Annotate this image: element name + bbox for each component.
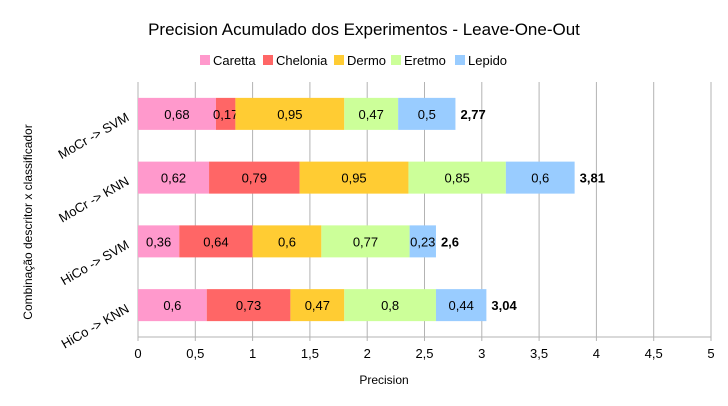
data-label: 0,5: [418, 107, 436, 122]
x-tick-label: 4: [593, 346, 600, 361]
total-label: 3,04: [491, 298, 517, 313]
bar-segment-lepido: [398, 97, 456, 130]
data-label: 0,6: [278, 234, 296, 249]
bar-segment-dermo: [290, 289, 345, 322]
legend-label: Dermo: [347, 53, 386, 68]
total-label: 3,81: [580, 171, 605, 186]
legend-label: Chelonia: [276, 53, 328, 68]
data-label: 0,6: [163, 298, 181, 313]
x-tick-label: 3,5: [530, 346, 548, 361]
y-category-label: HiCo -> SVM: [58, 237, 132, 288]
total-label: 2,6: [441, 234, 459, 249]
data-label: 0,79: [242, 171, 267, 186]
x-tick-label: 0: [134, 346, 141, 361]
bar-segment-lepido: [409, 225, 436, 258]
x-tick-label: 1: [249, 346, 256, 361]
bar-segment-lepido: [435, 289, 487, 322]
x-tick-label: 4,5: [645, 346, 663, 361]
bar-segment-chelonia: [206, 289, 291, 322]
legend-swatch-caretta: [200, 55, 210, 65]
legend-label: Eretmo: [404, 53, 446, 68]
y-category-label: MoCr -> KNN: [56, 173, 131, 225]
bar-segment-caretta: [138, 97, 216, 130]
data-label: 0,85: [445, 171, 470, 186]
legend-swatch-chelonia: [263, 55, 273, 65]
y-axis-title: Combinação descritor x classificador: [21, 124, 35, 319]
data-label: 0,6: [531, 171, 549, 186]
bar-segment-dermo: [235, 97, 345, 130]
data-label: 0,47: [359, 107, 384, 122]
bar-segment-caretta: [138, 289, 207, 322]
data-label: 0,95: [341, 171, 366, 186]
x-tick-label: 2: [364, 346, 371, 361]
bar-segment-chelonia: [215, 97, 236, 130]
bar-segment-dermo: [252, 225, 322, 258]
total-label: 2,77: [460, 107, 485, 122]
y-category-label: HiCo -> KNN: [59, 301, 132, 352]
bar-segment-eretmo: [321, 225, 410, 258]
x-tick-label: 5: [707, 346, 714, 361]
data-label: 0,47: [305, 298, 330, 313]
bar-segment-caretta: [138, 225, 180, 258]
x-tick-label: 1,5: [301, 346, 319, 361]
x-tick-label: 2,5: [415, 346, 433, 361]
y-category-label: MoCr -> SVM: [56, 109, 132, 162]
data-label: 0,62: [161, 171, 186, 186]
data-label: 0,64: [203, 234, 228, 249]
data-label: 0,73: [236, 298, 261, 313]
x-tick-label: 0,5: [186, 346, 204, 361]
legend-swatch-lepido: [455, 55, 465, 65]
data-label: 0,44: [449, 298, 474, 313]
data-label: 0,68: [164, 107, 189, 122]
bar-segment-eretmo: [344, 289, 436, 322]
bar-segment-chelonia: [179, 225, 253, 258]
bar-segment-eretmo: [344, 97, 399, 130]
chart-title: Precision Acumulado dos Experimentos - L…: [148, 20, 580, 39]
legend-swatch-eretmo: [391, 55, 401, 65]
bars: 0,68 0,17 0,95 0,47 0,5 2,77 0,62 0,79 0,95 0,85 0…: [138, 97, 605, 322]
data-label: 0,95: [277, 107, 302, 122]
legend-swatch-dermo: [334, 55, 344, 65]
bar-segment-caretta: [138, 161, 210, 194]
bar-segment-eretmo: [408, 161, 506, 194]
x-tick-label: 3: [478, 346, 485, 361]
data-label: 0,8: [381, 298, 399, 313]
x-tick-labels: 0 0,5 1 1,5 2 2,5 3 3,5 4 4,5 5: [134, 346, 714, 361]
data-label: 0,23: [410, 234, 435, 249]
bar-segment-dermo: [299, 161, 409, 194]
x-axis-title: Precision: [359, 373, 408, 387]
bar-segment-chelonia: [209, 161, 300, 194]
legend: Caretta Chelonia Dermo Eretmo Lepido: [200, 53, 507, 68]
legend-label: Lepido: [468, 53, 507, 68]
bar-segment-lepido: [505, 161, 575, 194]
legend-label: Caretta: [213, 53, 256, 68]
data-label: 0,17: [213, 107, 238, 122]
y-category-labels: MoCr -> SVM MoCr -> KNN HiCo -> SVM HiCo ->…: [56, 109, 132, 351]
data-label: 0,36: [146, 234, 171, 249]
data-label: 0,77: [353, 234, 378, 249]
